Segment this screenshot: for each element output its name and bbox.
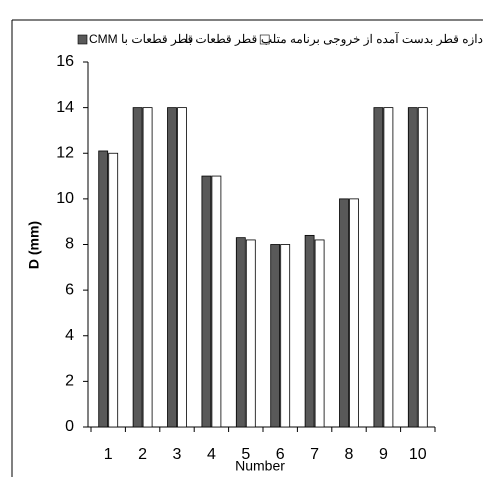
x-axis-title: Number <box>235 458 285 474</box>
x-tick-label: 8 <box>345 446 354 463</box>
legend-swatch <box>259 34 270 45</box>
bar <box>373 107 384 428</box>
legend-label: CMM قطر قطعات با <box>89 32 193 46</box>
y-axis-title: D (mm) <box>26 221 42 269</box>
bar <box>132 107 143 428</box>
y-tick-label: 16 <box>56 53 74 70</box>
x-tick-label: 4 <box>207 446 216 463</box>
bar <box>177 107 187 428</box>
x-tick-label: 3 <box>173 446 182 463</box>
y-tick-label: 14 <box>56 99 74 116</box>
y-tick-label: 0 <box>65 418 74 435</box>
legend-label: دازه قطر بدست آمده از خروجی برنامه متلب <box>261 31 483 46</box>
bar <box>235 237 246 428</box>
x-tick-label: 6 <box>276 446 285 463</box>
y-tick-label: 4 <box>65 327 74 344</box>
y-tick-label: 12 <box>56 144 74 161</box>
legend-swatch <box>77 34 88 45</box>
bar <box>98 150 109 428</box>
y-tick-label: 6 <box>65 281 74 298</box>
legend-label: قطر قطعات با <box>185 32 257 46</box>
bar <box>339 198 349 428</box>
x-tick-label: 1 <box>104 446 113 463</box>
bar <box>407 107 418 428</box>
bar <box>304 234 315 428</box>
y-tick-label: 10 <box>56 190 74 207</box>
bar <box>211 175 222 428</box>
x-tick-label: 10 <box>409 446 427 463</box>
bar <box>167 107 177 428</box>
bar <box>270 244 281 428</box>
bar <box>349 198 359 428</box>
x-tick-label: 2 <box>138 446 147 463</box>
bar <box>417 107 428 428</box>
y-tick-label: 8 <box>65 236 74 253</box>
bar <box>142 107 153 428</box>
bar <box>245 239 256 428</box>
bar <box>383 107 394 428</box>
y-tick-label: 2 <box>65 373 74 390</box>
bar <box>314 239 325 428</box>
bar <box>280 244 291 428</box>
bar <box>201 175 212 428</box>
bar <box>108 152 119 428</box>
x-tick-label: 7 <box>310 446 319 463</box>
x-tick-label: 5 <box>241 446 250 463</box>
x-tick-label: 9 <box>379 446 388 463</box>
